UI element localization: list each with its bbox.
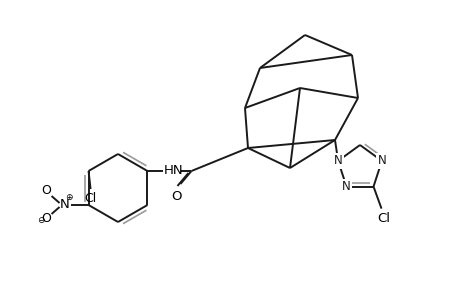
- Text: O: O: [41, 184, 51, 197]
- Text: Cl: Cl: [376, 212, 389, 225]
- Text: N: N: [333, 154, 342, 167]
- Text: ⊖: ⊖: [37, 217, 44, 226]
- Text: HN: HN: [163, 164, 183, 178]
- Text: O: O: [171, 190, 181, 203]
- Text: N: N: [60, 199, 69, 212]
- Text: ⊕: ⊕: [65, 194, 72, 202]
- Text: N: N: [341, 180, 350, 193]
- Text: Cl: Cl: [84, 191, 96, 205]
- Text: N: N: [377, 154, 386, 167]
- Text: O: O: [41, 212, 51, 226]
